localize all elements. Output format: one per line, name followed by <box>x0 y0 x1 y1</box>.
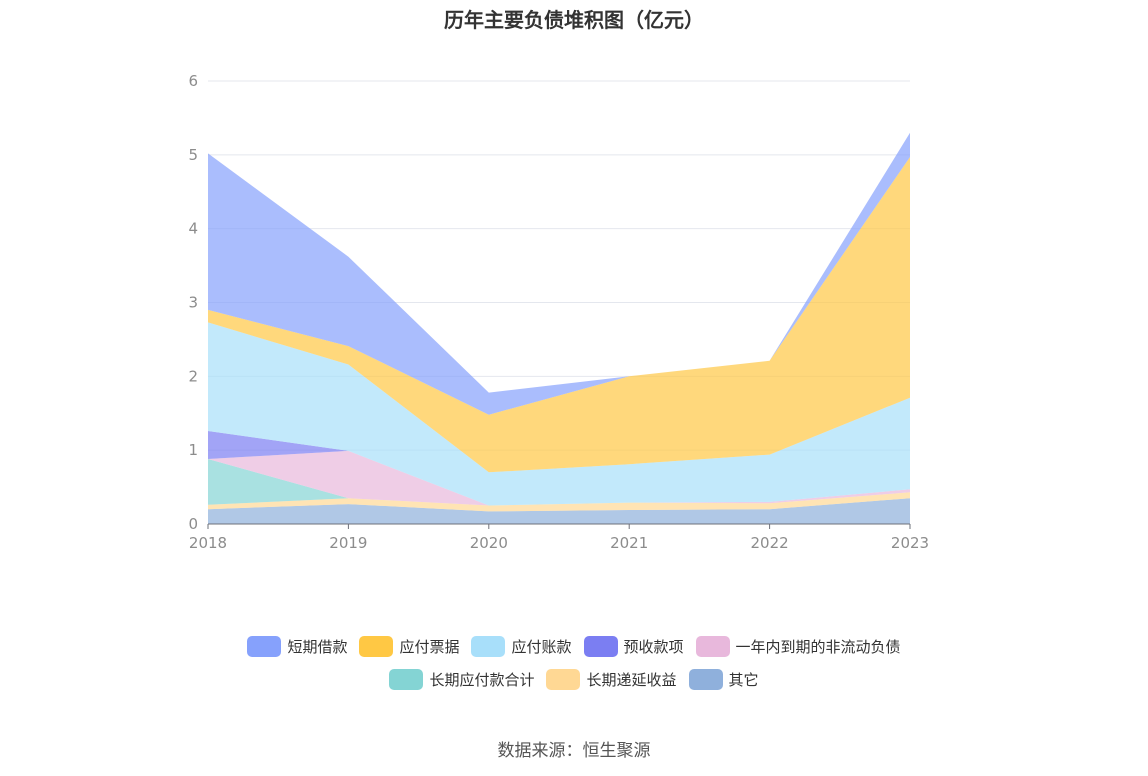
area-series-0[interactable] <box>208 498 910 524</box>
legend-item-current-portion-noncurrent[interactable]: 一年内到期的非流动负债 <box>695 636 901 657</box>
legend-item-accounts-payable[interactable]: 应付账款 <box>471 636 572 657</box>
x-tick-label: 2019 <box>329 534 367 552</box>
x-tick-label: 2022 <box>751 534 789 552</box>
legend-swatch <box>583 636 618 657</box>
legend-label: 长期应付款合计 <box>429 671 535 689</box>
area-series-3[interactable] <box>208 450 910 506</box>
y-tick-label: 3 <box>188 294 198 312</box>
area-series-1[interactable] <box>208 492 910 512</box>
legend-swatch <box>688 669 723 690</box>
y-tick-label: 0 <box>188 515 198 533</box>
legend-swatch <box>247 636 282 657</box>
legend-swatch <box>695 636 730 657</box>
y-tick-label: 2 <box>188 367 198 385</box>
x-tick-label: 2021 <box>610 534 648 552</box>
legend-item-notes-payable[interactable]: 应付票据 <box>359 636 459 657</box>
legend-label: 应付票据 <box>399 638 460 656</box>
legend-row-2: 长期应付款合计 长期递延收益 其它 <box>0 669 1148 690</box>
area-series-6[interactable] <box>208 157 910 473</box>
chart-title: 历年主要负债堆积图（亿元） <box>444 8 704 32</box>
x-tick-label: 2020 <box>470 534 508 552</box>
legend-label: 应付账款 <box>511 638 572 656</box>
x-tick-label: 2018 <box>189 534 227 552</box>
legend-swatch <box>546 669 581 690</box>
legend-swatch <box>471 636 506 657</box>
legend-swatch <box>359 636 394 657</box>
y-tick-label: 5 <box>188 146 198 164</box>
legend-label: 短期借款 <box>287 638 348 656</box>
legend-row-1: 短期借款 应付票据 应付账款 预收款项 一年内到期的非流动负债 <box>0 636 1148 657</box>
area-series-7[interactable] <box>208 132 910 415</box>
y-tick-label: 4 <box>188 220 198 238</box>
legend-label: 一年内到期的非流动负债 <box>735 638 901 656</box>
legend-item-advance-receipts[interactable]: 预收款项 <box>583 636 684 657</box>
legend-item-deferred-income[interactable]: 长期递延收益 <box>546 669 677 690</box>
area-series-5[interactable] <box>208 322 910 506</box>
legend-swatch <box>389 669 424 690</box>
y-tick-label: 1 <box>188 441 198 459</box>
legend-item-short-term-loans[interactable]: 短期借款 <box>247 636 347 657</box>
axes: 0 1 2 3 4 5 6 2018 2019 2020 2021 2022 2023 <box>188 72 929 552</box>
legend-label: 长期递延收益 <box>586 671 677 689</box>
data-source: 数据来源：恒生聚源 <box>497 741 651 761</box>
area-series <box>208 132 910 524</box>
y-tick-label: 6 <box>188 72 198 90</box>
x-tick-label: 2023 <box>891 534 929 552</box>
legend-label: 其它 <box>728 671 759 689</box>
legend-label: 预收款项 <box>623 638 684 656</box>
legend-item-long-term-payables[interactable]: 长期应付款合计 <box>389 669 534 690</box>
legend: 短期借款 应付票据 应付账款 预收款项 一年内到期的非流动负债 长期应付款合计 … <box>0 636 1148 702</box>
legend-item-other[interactable]: 其它 <box>688 669 759 690</box>
area-series-2[interactable] <box>208 459 910 506</box>
